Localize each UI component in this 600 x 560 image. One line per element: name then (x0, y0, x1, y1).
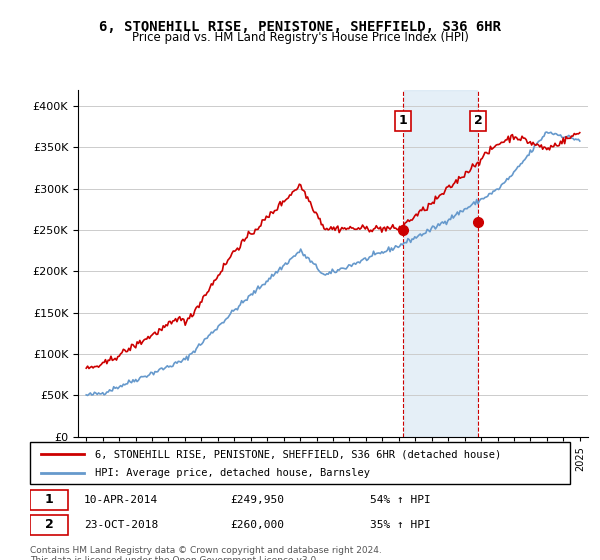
Text: 6, STONEHILL RISE, PENISTONE, SHEFFIELD, S36 6HR: 6, STONEHILL RISE, PENISTONE, SHEFFIELD,… (99, 20, 501, 34)
Text: HPI: Average price, detached house, Barnsley: HPI: Average price, detached house, Barn… (95, 468, 370, 478)
FancyBboxPatch shape (30, 515, 68, 535)
Text: Price paid vs. HM Land Registry's House Price Index (HPI): Price paid vs. HM Land Registry's House … (131, 31, 469, 44)
Text: 1: 1 (44, 493, 53, 506)
Text: Contains HM Land Registry data © Crown copyright and database right 2024.
This d: Contains HM Land Registry data © Crown c… (30, 546, 382, 560)
Text: 1: 1 (399, 114, 407, 127)
FancyBboxPatch shape (30, 442, 570, 484)
Text: 2: 2 (44, 519, 53, 531)
Text: 10-APR-2014: 10-APR-2014 (84, 495, 158, 505)
Text: 54% ↑ HPI: 54% ↑ HPI (370, 495, 431, 505)
FancyBboxPatch shape (30, 489, 68, 510)
Text: 35% ↑ HPI: 35% ↑ HPI (370, 520, 431, 530)
Text: 6, STONEHILL RISE, PENISTONE, SHEFFIELD, S36 6HR (detached house): 6, STONEHILL RISE, PENISTONE, SHEFFIELD,… (95, 449, 501, 459)
Text: 23-OCT-2018: 23-OCT-2018 (84, 520, 158, 530)
Text: £249,950: £249,950 (230, 495, 284, 505)
Text: £260,000: £260,000 (230, 520, 284, 530)
Text: 2: 2 (473, 114, 482, 127)
